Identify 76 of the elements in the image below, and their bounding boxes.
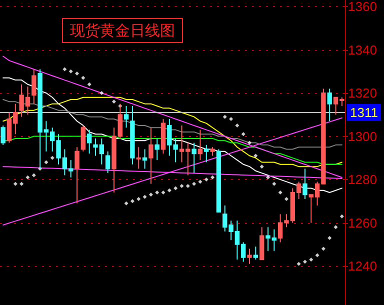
point xyxy=(260,164,264,169)
point xyxy=(20,182,24,186)
point xyxy=(241,132,246,136)
point xyxy=(186,184,190,188)
point xyxy=(321,246,326,251)
point xyxy=(75,72,80,76)
point xyxy=(272,182,276,186)
point xyxy=(124,201,128,206)
ref-line-label: 1311 xyxy=(350,104,378,120)
point xyxy=(32,173,36,178)
y-tick-label: 1240 xyxy=(348,258,377,274)
point xyxy=(62,67,67,72)
point xyxy=(161,190,166,195)
candlestick xyxy=(86,129,92,154)
point xyxy=(266,175,270,180)
candlestick xyxy=(124,106,129,128)
candlestick xyxy=(148,127,154,184)
line-series xyxy=(2,96,342,168)
point xyxy=(278,190,282,195)
y-tick-label: 1340 xyxy=(348,42,377,58)
point xyxy=(87,82,92,86)
candlestick xyxy=(0,124,6,146)
text: 现货黄金日线图 xyxy=(70,22,175,40)
point xyxy=(210,175,215,180)
point xyxy=(112,100,116,104)
point xyxy=(44,160,48,164)
candlestick xyxy=(302,168,308,200)
candlestick xyxy=(327,88,332,122)
candlestick xyxy=(136,146,141,170)
y-tick-label: 1300 xyxy=(348,128,377,144)
point xyxy=(248,140,252,145)
point xyxy=(192,182,196,186)
point xyxy=(100,91,104,96)
point xyxy=(309,258,314,262)
candlestick xyxy=(247,248,252,264)
y-tick-label: 1360 xyxy=(348,0,377,14)
candlestick xyxy=(80,124,86,152)
point xyxy=(222,114,227,119)
point xyxy=(136,197,141,202)
point xyxy=(174,186,178,190)
point xyxy=(68,69,73,74)
point xyxy=(180,184,184,188)
candlestick xyxy=(74,146,80,204)
candlestick xyxy=(154,138,160,161)
point xyxy=(130,199,134,204)
candlestick xyxy=(192,142,196,174)
candlestick xyxy=(198,129,203,161)
candlestick xyxy=(259,226,264,260)
point xyxy=(229,116,234,121)
point xyxy=(155,190,160,195)
point xyxy=(235,123,240,128)
candlestick xyxy=(253,246,258,260)
point xyxy=(81,76,86,80)
point xyxy=(340,214,344,218)
candlestick xyxy=(142,148,148,170)
point xyxy=(50,156,54,160)
point xyxy=(296,262,301,266)
candlestick xyxy=(204,144,209,163)
point xyxy=(315,253,320,258)
y-tick-label: 1280 xyxy=(348,172,377,188)
point xyxy=(13,182,18,186)
point xyxy=(328,236,332,240)
y-tick-label: 1260 xyxy=(348,215,377,230)
point xyxy=(167,188,172,192)
point xyxy=(334,225,338,230)
point xyxy=(148,192,153,197)
point xyxy=(204,178,208,182)
point xyxy=(284,197,288,202)
candlestick xyxy=(105,150,110,174)
point xyxy=(26,175,30,180)
candlestick xyxy=(32,68,36,104)
y-tick-label: 1320 xyxy=(348,86,377,101)
point xyxy=(198,180,202,184)
point xyxy=(302,260,307,264)
point xyxy=(254,154,258,158)
point xyxy=(142,194,147,199)
